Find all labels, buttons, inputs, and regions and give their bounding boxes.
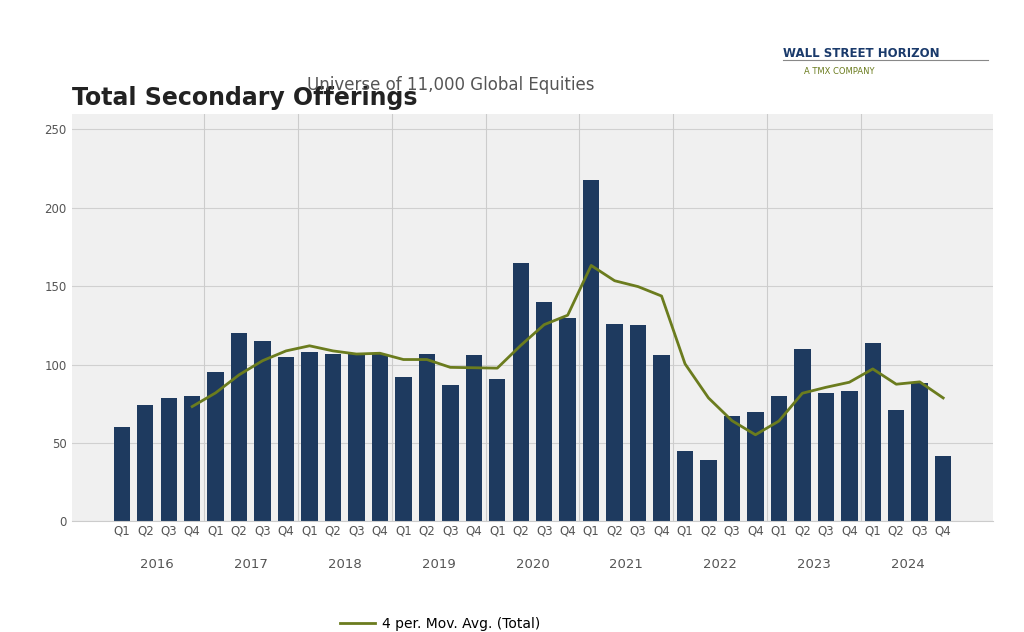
Bar [419, 354, 435, 521]
Bar [395, 377, 412, 521]
Bar [301, 352, 317, 521]
Bar [466, 355, 482, 521]
Text: 2017: 2017 [233, 557, 268, 571]
Text: 2019: 2019 [422, 557, 456, 571]
Bar [748, 411, 764, 521]
Bar [536, 302, 552, 521]
Bar [348, 354, 365, 521]
Bar [442, 385, 459, 521]
Text: 2016: 2016 [140, 557, 174, 571]
Bar [841, 391, 857, 521]
Bar [583, 179, 599, 521]
Bar [137, 405, 154, 521]
Bar [513, 263, 529, 521]
Bar [325, 354, 341, 521]
Bar [864, 343, 881, 521]
Bar [254, 341, 270, 521]
Bar [559, 318, 575, 521]
Text: 2021: 2021 [609, 557, 643, 571]
Text: 2022: 2022 [703, 557, 737, 571]
Bar [795, 349, 811, 521]
Bar [161, 398, 177, 521]
Bar [630, 325, 646, 521]
Bar [231, 333, 248, 521]
Bar [677, 451, 693, 521]
Bar [700, 460, 717, 521]
Text: 2020: 2020 [516, 557, 549, 571]
Bar [184, 396, 201, 521]
Bar [817, 393, 834, 521]
Bar [771, 396, 787, 521]
Bar [935, 456, 951, 521]
Bar [911, 384, 928, 521]
Bar [114, 427, 130, 521]
Text: 2023: 2023 [797, 557, 831, 571]
Bar [724, 416, 740, 521]
Bar [208, 372, 224, 521]
Bar [888, 410, 904, 521]
Legend: 4 per. Mov. Avg. (Total): 4 per. Mov. Avg. (Total) [335, 612, 546, 632]
Text: Total Secondary Offerings: Total Secondary Offerings [72, 87, 417, 111]
Bar [606, 324, 623, 521]
Text: 2018: 2018 [328, 557, 361, 571]
Bar [278, 357, 294, 521]
Text: Universe of 11,000 Global Equities: Universe of 11,000 Global Equities [307, 76, 594, 94]
Text: A TMX COMPANY: A TMX COMPANY [804, 67, 874, 76]
Bar [653, 355, 670, 521]
Bar [489, 379, 506, 521]
Text: 2024: 2024 [891, 557, 925, 571]
Text: WALL STREET HORIZON: WALL STREET HORIZON [783, 47, 940, 60]
Bar [372, 354, 388, 521]
